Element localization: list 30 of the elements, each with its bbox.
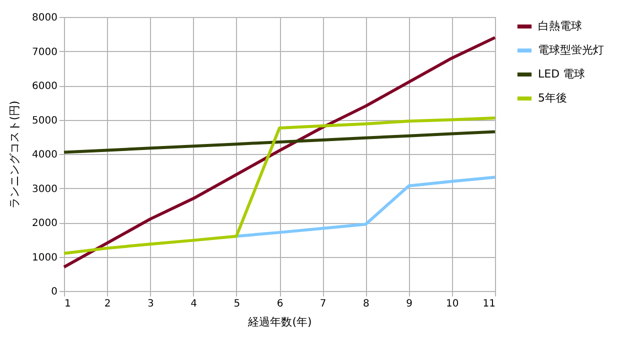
y-tick-label: 4000 [32,150,58,160]
y-tick-label: 0 [51,286,58,298]
x-tick-label: 10 [446,298,459,310]
legend-label: 電球型蛍光灯 [538,44,604,56]
x-axis-title: 経過年数(年) [247,316,312,328]
x-tick-label: 8 [363,298,370,310]
y-tick-label: 1000 [32,252,58,264]
y-tick-label: 7000 [32,46,58,58]
x-tick-label: 9 [406,298,412,310]
y-axis-title: ランニングコスト(円) [8,100,22,208]
x-tick-label: 5 [234,298,240,310]
legend-label: 5年後 [538,92,567,104]
x-tick-label: 4 [190,298,197,310]
y-tick-label: 2000 [32,218,58,229]
x-tick-label: 1 [64,298,71,310]
y-tick-label: 6000 [32,81,58,92]
legend-label: 白熱電球 [538,20,582,32]
line-series [62,116,496,255]
line-series [234,176,496,238]
x-tick-label: 11 [482,298,496,310]
x-tick-label: 2 [104,298,111,310]
x-tick-label: 7 [320,298,326,310]
y-tick-label: 8000 [32,12,58,24]
line-series [62,36,496,269]
x-tick-label: 6 [276,298,284,310]
y-tick-label: 3000 [32,184,58,195]
x-tick-label: 3 [148,298,154,310]
line-series [62,130,496,154]
legend-label: LED 電球 [538,68,586,80]
y-tick-label: 5000 [32,115,58,126]
